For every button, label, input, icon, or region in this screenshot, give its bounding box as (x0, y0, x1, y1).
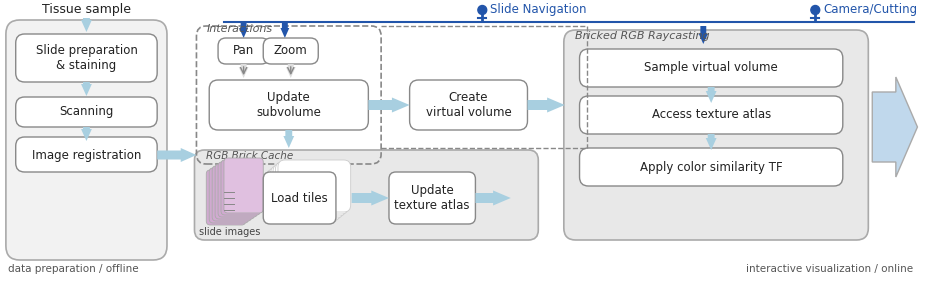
FancyBboxPatch shape (580, 49, 842, 87)
Text: Bricked RGB Raycasting: Bricked RGB Raycasting (575, 31, 709, 41)
Text: Scanning: Scanning (59, 105, 113, 118)
FancyArrow shape (705, 134, 717, 150)
FancyBboxPatch shape (209, 80, 369, 130)
Text: Create
virtual volume: Create virtual volume (426, 91, 511, 119)
Circle shape (477, 6, 487, 14)
FancyBboxPatch shape (410, 80, 527, 130)
Text: interactive visualization / online: interactive visualization / online (747, 264, 914, 274)
FancyArrow shape (283, 130, 295, 148)
Text: Update
subvolume: Update subvolume (256, 91, 321, 119)
Text: Slide preparation
& staining: Slide preparation & staining (36, 44, 137, 72)
Text: data preparation / offline: data preparation / offline (8, 264, 139, 274)
FancyArrow shape (81, 18, 92, 32)
FancyBboxPatch shape (212, 166, 251, 221)
Text: Pan: Pan (233, 45, 254, 58)
FancyArrow shape (286, 64, 295, 78)
FancyBboxPatch shape (224, 158, 264, 213)
Text: Load tiles: Load tiles (271, 191, 328, 204)
FancyArrow shape (280, 22, 289, 38)
FancyBboxPatch shape (6, 20, 167, 260)
FancyArrow shape (872, 77, 917, 177)
Circle shape (810, 6, 820, 14)
FancyArrow shape (476, 191, 511, 206)
FancyBboxPatch shape (264, 172, 336, 224)
FancyBboxPatch shape (265, 170, 339, 222)
FancyBboxPatch shape (264, 38, 318, 64)
FancyBboxPatch shape (221, 160, 261, 215)
FancyArrow shape (158, 148, 196, 162)
FancyBboxPatch shape (16, 34, 158, 82)
Text: Slide Navigation: Slide Navigation (491, 3, 586, 17)
FancyBboxPatch shape (580, 148, 842, 186)
FancyBboxPatch shape (580, 96, 842, 134)
Text: Update
texture atlas: Update texture atlas (395, 184, 470, 212)
Text: Access texture atlas: Access texture atlas (652, 109, 771, 122)
FancyBboxPatch shape (16, 137, 158, 172)
FancyBboxPatch shape (268, 168, 340, 220)
FancyBboxPatch shape (218, 162, 257, 217)
FancyArrow shape (81, 127, 92, 141)
Text: Image registration: Image registration (32, 149, 141, 162)
FancyArrow shape (239, 22, 248, 38)
FancyArrow shape (81, 82, 92, 96)
FancyArrow shape (699, 26, 708, 44)
FancyBboxPatch shape (276, 162, 348, 214)
FancyBboxPatch shape (218, 38, 269, 64)
FancyBboxPatch shape (278, 160, 351, 212)
Text: slide images: slide images (199, 227, 261, 237)
FancyBboxPatch shape (271, 166, 343, 218)
FancyArrow shape (369, 98, 410, 113)
Text: Apply color similarity TF: Apply color similarity TF (640, 160, 782, 173)
FancyArrow shape (352, 191, 389, 206)
FancyBboxPatch shape (206, 170, 246, 225)
Text: Zoom: Zoom (274, 45, 308, 58)
FancyBboxPatch shape (16, 97, 158, 127)
Text: Camera/Cutting: Camera/Cutting (824, 3, 917, 17)
FancyBboxPatch shape (209, 168, 249, 223)
FancyBboxPatch shape (215, 164, 254, 219)
FancyBboxPatch shape (194, 150, 538, 240)
Text: Tissue sample: Tissue sample (42, 3, 131, 17)
FancyArrow shape (238, 64, 249, 78)
FancyBboxPatch shape (564, 30, 869, 240)
FancyArrow shape (705, 87, 717, 103)
Text: RGB Brick Cache: RGB Brick Cache (206, 151, 294, 161)
FancyBboxPatch shape (389, 172, 476, 224)
Text: Sample virtual volume: Sample virtual volume (644, 61, 778, 74)
FancyArrow shape (527, 98, 565, 113)
Text: Interactions: Interactions (206, 24, 272, 34)
FancyBboxPatch shape (273, 164, 346, 216)
